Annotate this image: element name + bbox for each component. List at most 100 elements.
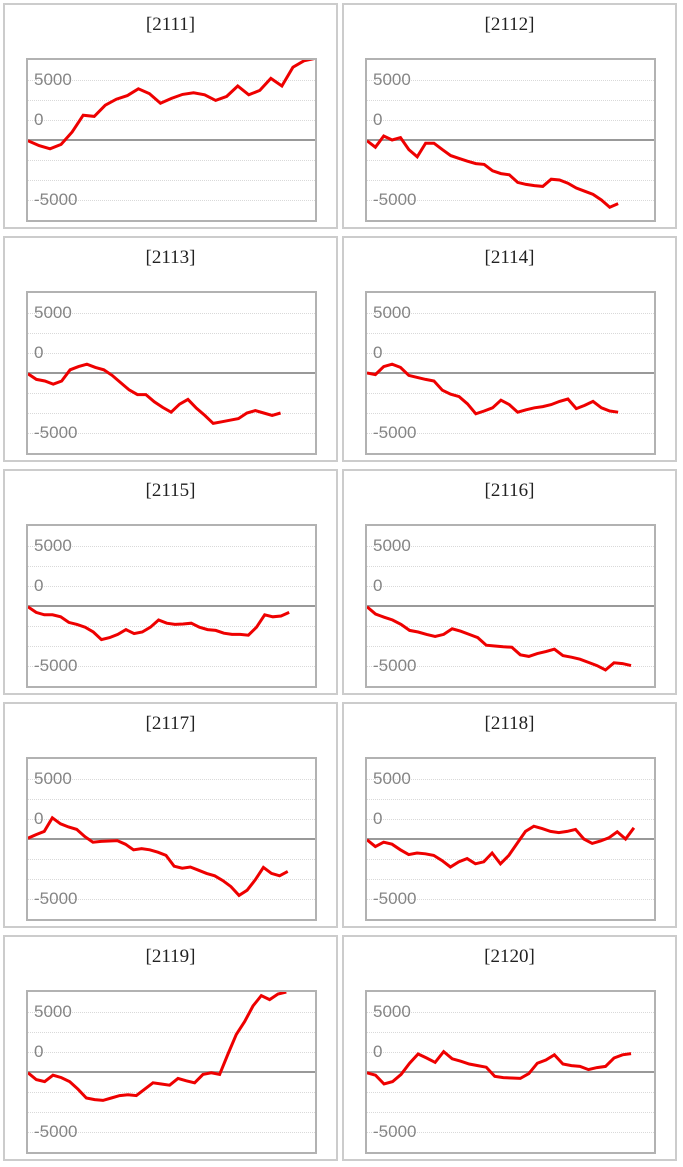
slump-line-chart: [28, 992, 315, 1152]
gridline: [28, 799, 315, 800]
line-series: [28, 364, 281, 423]
gridline: [28, 100, 315, 101]
y-tick-label-5000: 5000: [373, 303, 411, 322]
chart-panel-2112: [2112] 5000 0 -5000: [342, 3, 677, 229]
zero-axis-line: [367, 372, 654, 374]
y-tick-label-5000: 5000: [34, 536, 72, 555]
gridline: [28, 566, 315, 567]
line-series: [367, 1052, 631, 1084]
line-series: [28, 818, 288, 896]
chart-panel-2113: [2113] 5000 0 -5000: [3, 236, 338, 462]
zero-axis-line: [367, 605, 654, 607]
gridline: [367, 353, 654, 354]
slump-line-chart: [28, 293, 315, 453]
zero-axis-line: [367, 1071, 654, 1073]
chart-title: [2113]: [145, 247, 196, 268]
plot-area: 5000 0 -5000: [365, 990, 656, 1154]
y-tick-label-neg5000: -5000: [373, 423, 417, 442]
y-tick-label-neg5000: -5000: [373, 190, 417, 209]
line-series: [28, 607, 289, 640]
chart-title: [2115]: [145, 480, 196, 501]
line-series: [367, 607, 631, 670]
gridline: [28, 586, 315, 587]
plot-area: 5000 0 -5000: [26, 990, 317, 1154]
y-tick-label-neg5000: -5000: [34, 423, 78, 442]
slump-line-chart: [28, 60, 315, 220]
gridline: [367, 1112, 654, 1113]
zero-axis-line: [28, 605, 315, 607]
slump-line-chart: [367, 60, 654, 220]
gridline: [367, 626, 654, 627]
slump-line-chart: [367, 759, 654, 919]
zero-axis-line: [28, 1071, 315, 1073]
plot-area: 5000 0 -5000: [365, 291, 656, 455]
gridline: [367, 666, 654, 667]
plot-area: 5000 0 -5000: [26, 291, 317, 455]
slump-line-chart: [28, 759, 315, 919]
chart-panel-2120: [2120] 5000 0 -5000: [342, 935, 677, 1161]
chart-title: [2120]: [484, 946, 535, 967]
y-tick-label-0: 0: [34, 1042, 44, 1061]
gridline: [367, 393, 654, 394]
gridline: [367, 899, 654, 900]
zero-axis-line: [367, 838, 654, 840]
slump-line-chart: [367, 526, 654, 686]
y-tick-label-5000: 5000: [373, 769, 411, 788]
gridline: [367, 1052, 654, 1053]
gridline: [28, 333, 315, 334]
chart-panel-2117: [2117] 5000 0 -5000: [3, 702, 338, 928]
y-tick-label-5000: 5000: [373, 536, 411, 555]
line-series: [367, 136, 618, 207]
gridline: [367, 433, 654, 434]
slump-line-chart: [367, 293, 654, 453]
gridline: [28, 666, 315, 667]
plot-area: 5000 0 -5000: [365, 757, 656, 921]
y-tick-label-neg5000: -5000: [34, 1122, 78, 1141]
zero-axis-line: [367, 139, 654, 141]
y-tick-label-0: 0: [34, 809, 44, 828]
plot-area: 5000 0 -5000: [26, 757, 317, 921]
line-series: [28, 992, 286, 1100]
gridline: [367, 879, 654, 880]
y-tick-label-neg5000: -5000: [34, 656, 78, 675]
gridline: [28, 1032, 315, 1033]
chart-title: [2117]: [145, 713, 196, 734]
y-tick-label-0: 0: [373, 110, 383, 129]
gridline: [28, 353, 315, 354]
y-tick-label-0: 0: [373, 576, 383, 595]
gridline: [28, 393, 315, 394]
slump-line-chart: [367, 992, 654, 1152]
y-tick-label-0: 0: [34, 110, 44, 129]
gridline: [367, 1092, 654, 1093]
chart-panel-2114: [2114] 5000 0 -5000: [342, 236, 677, 462]
line-series: [367, 364, 618, 414]
gridline: [367, 779, 654, 780]
gridline: [28, 200, 315, 201]
chart-panel-2115: [2115] 5000 0 -5000: [3, 469, 338, 695]
zero-axis-line: [28, 139, 315, 141]
line-series: [367, 826, 634, 867]
gridline: [28, 646, 315, 647]
gridline: [28, 1052, 315, 1053]
plot-area: 5000 0 -5000: [365, 58, 656, 222]
y-tick-label-5000: 5000: [373, 70, 411, 89]
gridline: [367, 1032, 654, 1033]
gridline: [28, 879, 315, 880]
y-tick-label-0: 0: [373, 343, 383, 362]
y-tick-label-5000: 5000: [34, 70, 72, 89]
chart-panel-2119: [2119] 5000 0 -5000: [3, 935, 338, 1161]
gridline: [367, 200, 654, 201]
chart-title: [2118]: [484, 713, 535, 734]
gridline: [367, 80, 654, 81]
y-tick-label-neg5000: -5000: [373, 656, 417, 675]
gridline: [28, 1112, 315, 1113]
chart-title: [2119]: [145, 946, 196, 967]
y-tick-label-5000: 5000: [34, 303, 72, 322]
y-tick-label-5000: 5000: [34, 769, 72, 788]
y-tick-label-0: 0: [34, 343, 44, 362]
chart-panel-2116: [2116] 5000 0 -5000: [342, 469, 677, 695]
line-series: [28, 60, 315, 149]
gridline: [28, 1012, 315, 1013]
gridline: [367, 1132, 654, 1133]
